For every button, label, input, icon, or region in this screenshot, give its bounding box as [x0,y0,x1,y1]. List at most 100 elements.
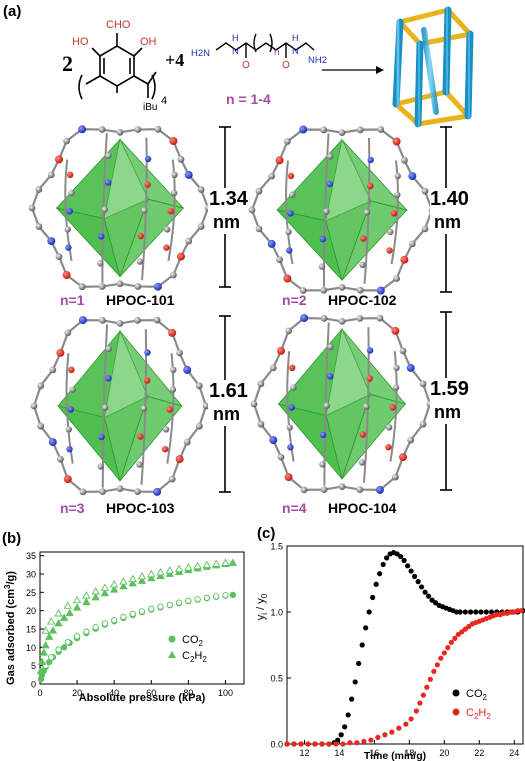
c2h2-point [221,558,230,566]
atom [98,433,105,441]
resorcinarene-structure [78,33,157,100]
octahedron-face [341,200,408,281]
co2-point [373,581,379,587]
atom [144,349,151,356]
atom [320,431,327,439]
atom [134,283,142,290]
co2-point [359,642,365,648]
panel-b-label: (b) [2,530,21,547]
c2h2-point [445,645,451,651]
atom [285,327,292,335]
atom [393,364,400,371]
co2-point [47,654,55,661]
atom [375,485,384,494]
c2h2-point [389,729,395,735]
c2h2-point [48,626,58,634]
c2h2-point [518,608,524,614]
atom [183,438,191,446]
cage-name-3: HPOC-103 [106,500,175,516]
carbonyl-o-right: O [282,60,290,71]
cage-strut [389,351,398,462]
c2h2-point [110,580,119,588]
c2h2-point [431,668,437,675]
c2h2-point [452,635,458,642]
co2-point [377,571,383,577]
c2h2-point [228,558,238,566]
c2h2-point [434,662,440,668]
carbonyl-o-left: O [242,60,250,71]
atom [255,225,263,233]
cage-size-1: 1.34 [209,188,249,210]
c2h2-point [63,601,72,609]
y-tick-label: 0.0 [270,740,283,750]
x-tick-label: 22 [474,748,484,758]
cage-n-label-2: n=2 [282,292,307,308]
atom [284,138,291,145]
co2-point [366,609,372,615]
co2-point [64,639,71,646]
atom [367,182,374,190]
panel-a-label: (a) [3,3,21,20]
y-tick-label: 0.5 [270,674,283,684]
c2h2-point [408,716,414,722]
co2-point [229,591,237,599]
atom [99,317,106,324]
atom [358,459,366,466]
octahedron-face [119,198,185,277]
atom [63,137,70,145]
atom [175,455,184,464]
atom [183,365,192,374]
co2-point [345,712,351,718]
cage-size-2: 1.40 [430,188,469,210]
c2h2-point [128,579,137,587]
atom [326,180,333,188]
atom [319,461,326,468]
atom [356,315,364,322]
y-tick-label: 25 [26,588,36,598]
c2h2-point [382,732,388,738]
chart-c-legend: CO2 C2H2 [452,688,491,721]
atom [144,155,152,163]
co2-point [380,561,386,568]
y-tick-label: 5 [31,661,36,671]
atom [323,208,330,215]
co2-point [129,610,136,618]
atom [134,488,141,495]
atom [56,348,65,357]
atom [356,126,364,134]
c2h2-point [91,587,100,595]
x-tick-label: 40 [109,688,119,698]
atom [168,475,176,483]
atom [202,402,210,410]
atom [35,186,43,193]
atom [49,366,57,374]
atom [320,126,328,134]
co2-point [222,592,229,599]
co2-point [101,620,109,627]
atom [363,209,371,216]
y-tick-label: 1.0 [270,608,283,618]
co2-point [60,644,68,651]
co2-point [478,609,484,615]
co2-point [73,633,81,640]
atom [376,314,384,322]
atom [277,346,285,355]
c2h2-point [438,655,444,661]
legend-c2h2-b: C2H2 [182,650,207,664]
atom [63,475,72,484]
atom [98,126,106,133]
isobutyl-label: iBu [143,102,157,113]
atom [359,431,366,438]
plot-frame [286,545,524,745]
cage-unit-3: nm [213,404,240,424]
atom [250,400,258,408]
atom [166,406,173,413]
c2h2-point [298,741,304,747]
cage-size-4: 1.59 [430,378,469,400]
co2-point [185,597,192,604]
c2h2-point [54,609,63,617]
c2h2-point [46,617,56,625]
atom [105,152,112,159]
atom [64,329,72,337]
plot-frame [39,551,245,685]
